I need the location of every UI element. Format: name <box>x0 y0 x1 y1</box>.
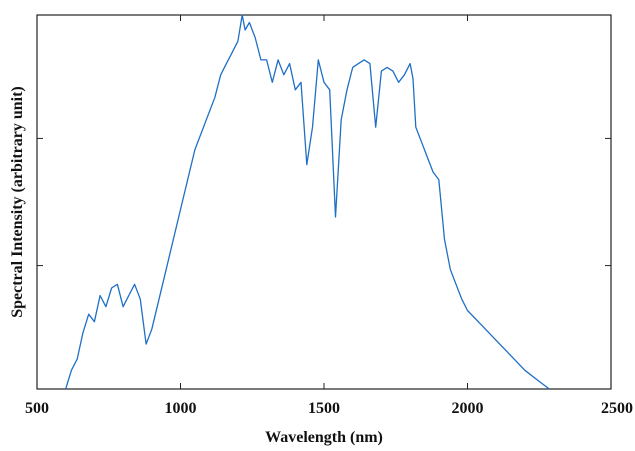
x-axis-title: Wavelength (nm) <box>265 429 383 446</box>
x-tick-label: 2000 <box>452 400 484 417</box>
axis-ticks <box>36 14 612 389</box>
x-tick-label: 500 <box>25 400 49 417</box>
y-axis-title: Spectral Intensity (arbitrary unit) <box>9 86 26 318</box>
x-tick-label: 1000 <box>165 400 197 417</box>
plot-frame <box>36 14 612 390</box>
x-tick-label: 1500 <box>308 400 340 417</box>
spectrum-series-line <box>65 14 550 390</box>
x-tick-label: 2500 <box>601 400 633 417</box>
x-tick-labels: 500 1000 1500 2000 2500 <box>25 400 633 417</box>
